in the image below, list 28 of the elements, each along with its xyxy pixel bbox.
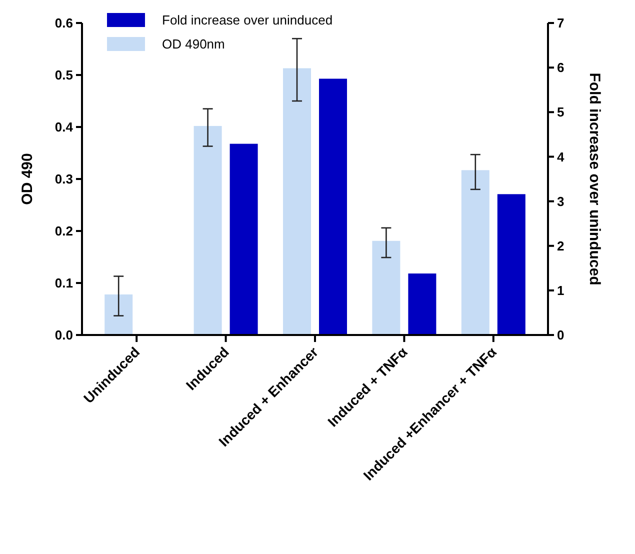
- y-tick-label: 0.3: [54, 172, 73, 187]
- y2-tick-label: 6: [557, 60, 564, 76]
- bar: [104, 294, 133, 335]
- bar: [319, 78, 347, 335]
- y-axis-title: OD 490: [19, 153, 36, 205]
- y2-tick-label: 4: [557, 149, 565, 164]
- y2-tick-label: 3: [557, 194, 564, 209]
- bar: [408, 273, 436, 335]
- y2-tick-label: 5: [557, 104, 564, 120]
- legend-label: OD 490nm: [162, 36, 225, 52]
- bar: [230, 144, 258, 335]
- y-tick-label: 0.6: [54, 16, 73, 31]
- y2-tick-label: 7: [557, 16, 564, 31]
- y2-axis-title: Fold increase over uninduced: [586, 72, 603, 286]
- y-tick-label: 0.4: [54, 120, 74, 135]
- y2-tick-label: 1: [557, 282, 564, 298]
- text: 0.0: [54, 328, 73, 343]
- bar: [283, 68, 311, 335]
- bar: [194, 126, 222, 335]
- bar: [461, 170, 490, 335]
- bar: [372, 240, 400, 335]
- y2-tick-label: 2: [557, 238, 564, 254]
- bar: [497, 194, 526, 335]
- legend-label: Fold increase over uninduced: [162, 12, 333, 28]
- y-tick-label: 0.1: [54, 276, 73, 291]
- y-tick-label: 0.5: [54, 68, 73, 83]
- y2-tick-label: 0: [557, 328, 564, 343]
- y-tick-label: 0.2: [54, 224, 73, 239]
